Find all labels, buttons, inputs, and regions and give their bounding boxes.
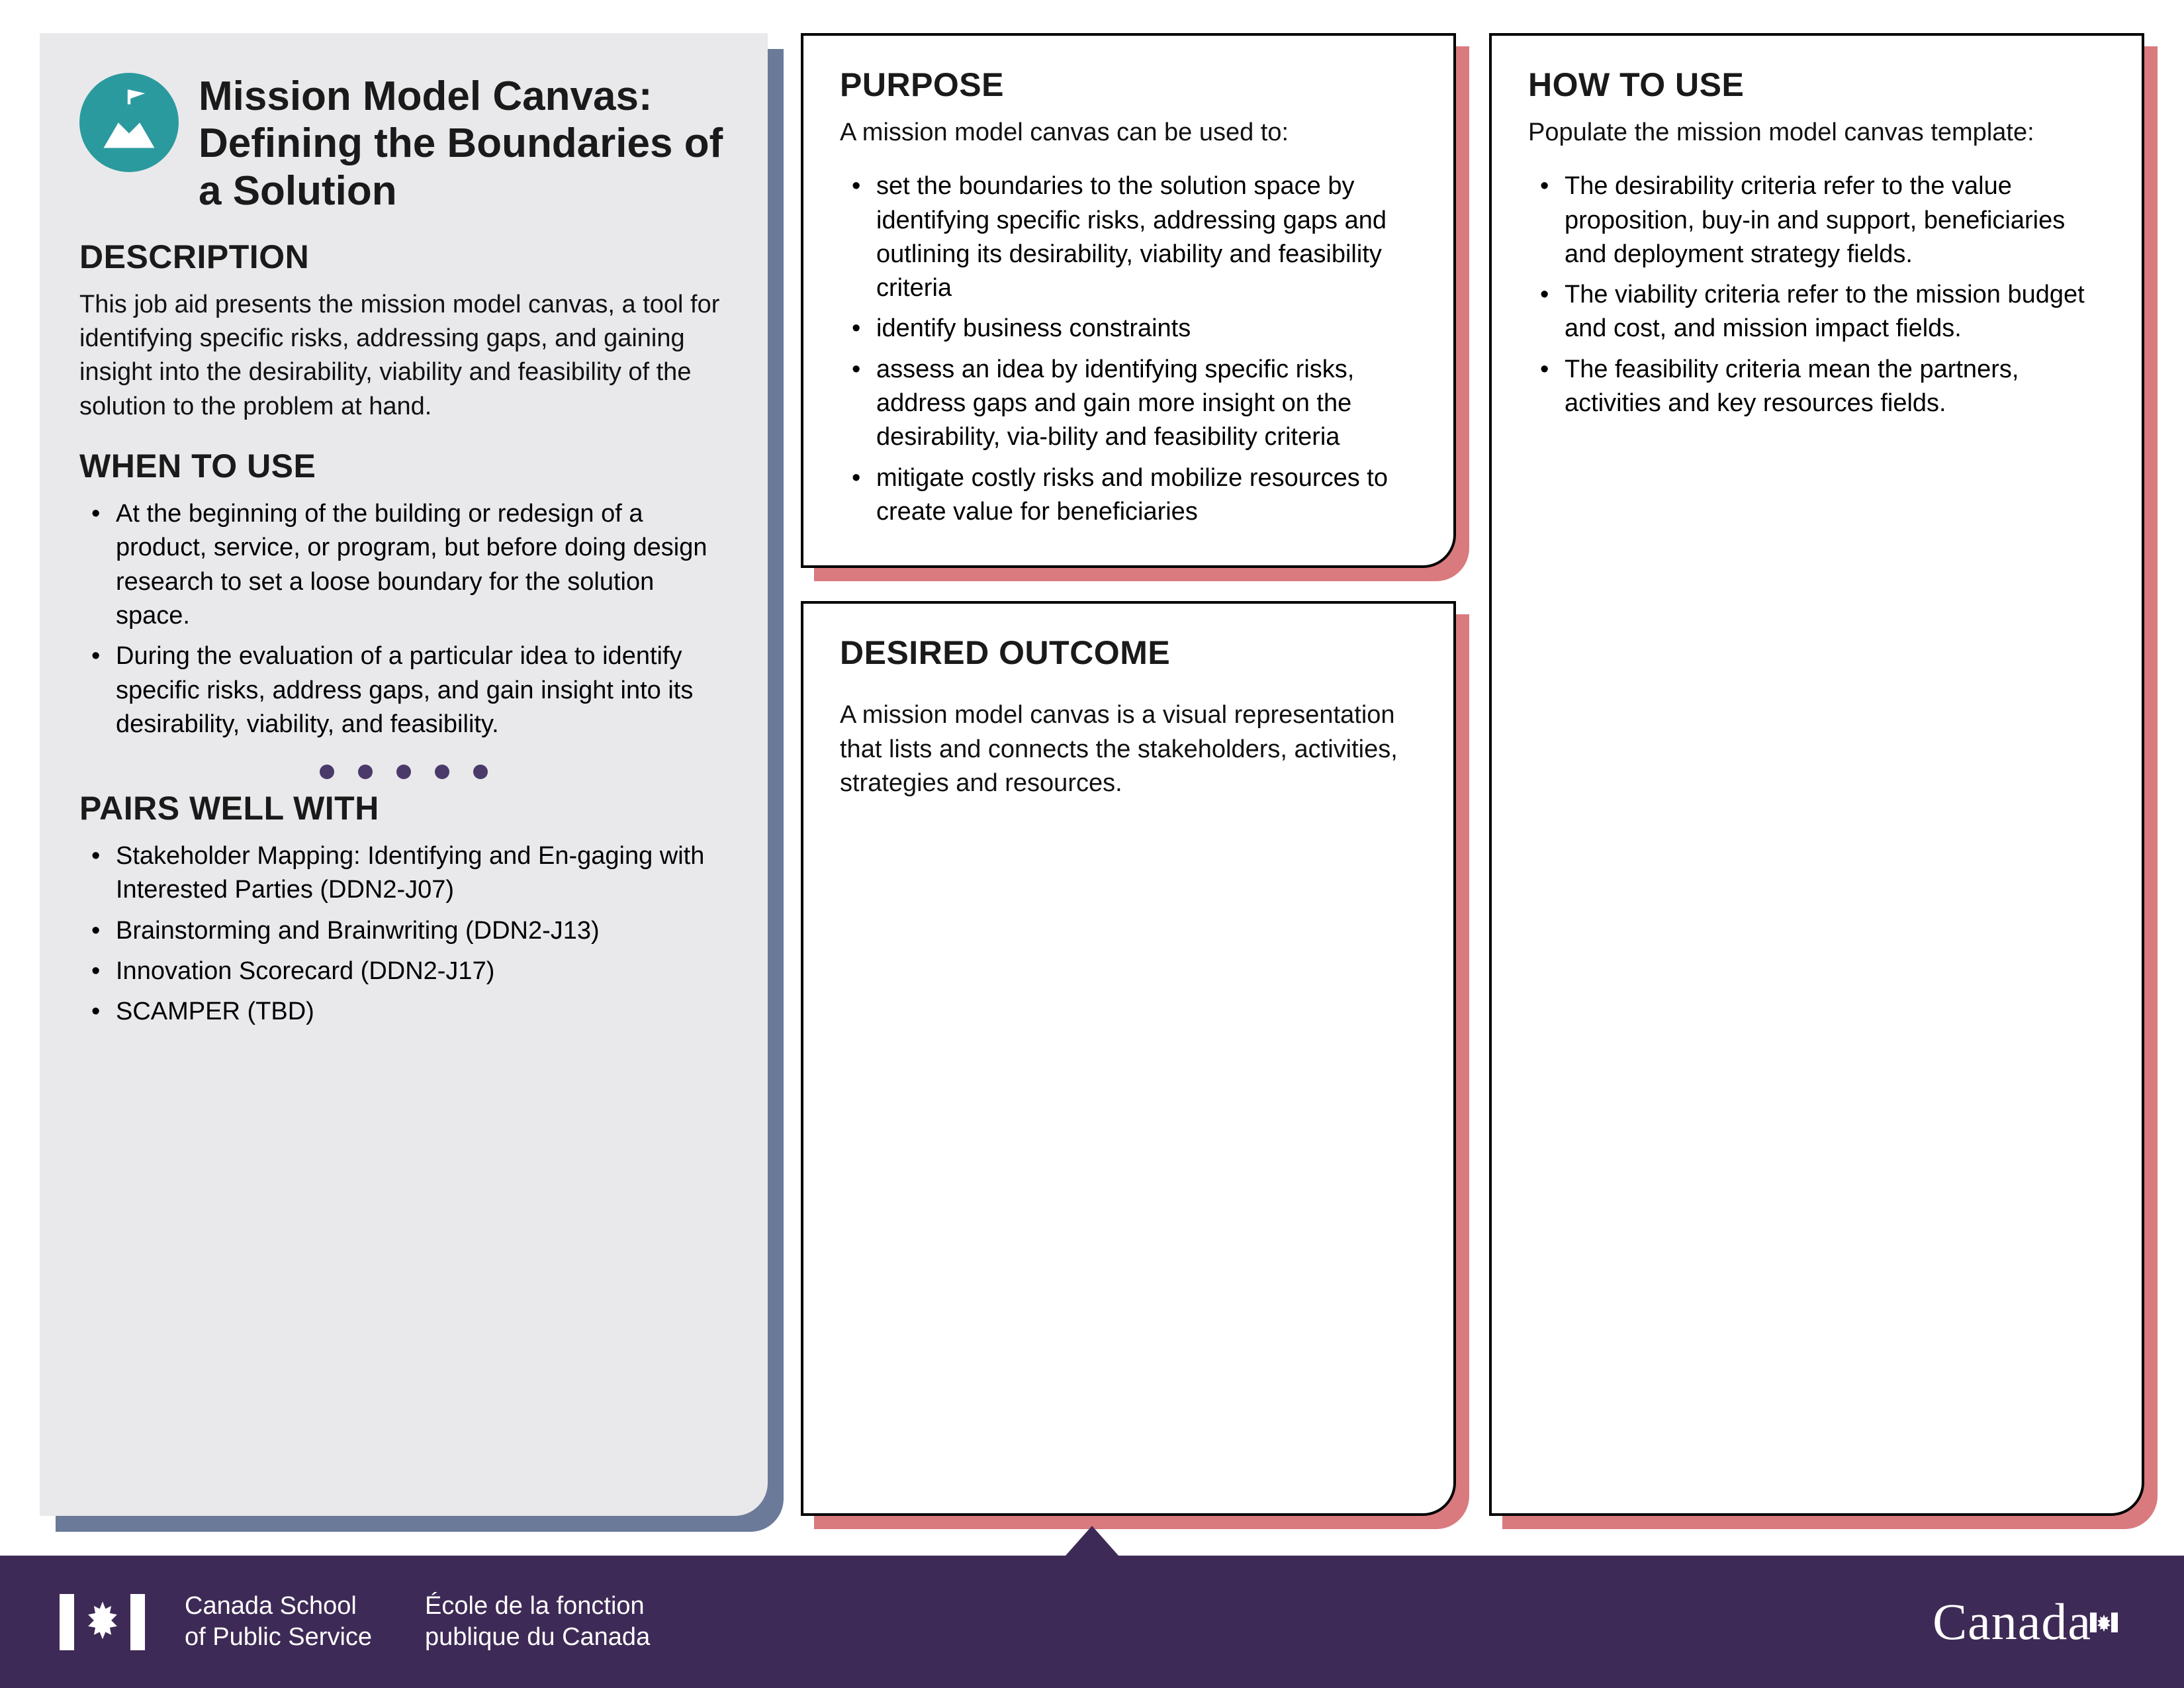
wordmark-text: Canada <box>1933 1593 2091 1650</box>
org-fr-line2: publique du Canada <box>425 1622 650 1654</box>
page: Mission Model Canvas: Defining the Bound… <box>0 0 2184 1688</box>
title-row: Mission Model Canvas: Defining the Bound… <box>79 73 728 214</box>
outcome-text: A mission model canvas is a visual repre… <box>840 698 1417 800</box>
howto-list: The desirability criteria refer to the v… <box>1528 169 2105 420</box>
content-area: Mission Model Canvas: Defining the Bound… <box>40 33 2144 1516</box>
divider-dots <box>79 765 728 782</box>
org-name-fr: École de la fonction publique du Canada <box>425 1591 650 1654</box>
list-item: At the beginning of the building or rede… <box>79 497 728 633</box>
list-item: assess an idea by identifying specific r… <box>840 353 1417 455</box>
middle-column: PURPOSE A mission model canvas can be us… <box>801 33 1456 1516</box>
list-item: The viability criteria refer to the miss… <box>1528 278 2105 346</box>
org-names: Canada School of Public Service École de… <box>185 1591 650 1654</box>
list-item: The feasibility criteria mean the partne… <box>1528 353 2105 421</box>
list-item: SCAMPER (TBD) <box>79 995 728 1029</box>
howto-card: HOW TO USE Populate the mission model ca… <box>1489 33 2144 1516</box>
description-heading: DESCRIPTION <box>79 238 728 276</box>
howto-heading: HOW TO USE <box>1528 66 2105 104</box>
list-item: mitigate costly risks and mobilize resou… <box>840 461 1417 530</box>
pairs-list: Stakeholder Mapping: Identifying and En‑… <box>79 839 728 1029</box>
pairs-heading: PAIRS WELL WITH <box>79 789 728 827</box>
card-body: DESIRED OUTCOME A mission model canvas i… <box>801 601 1456 1516</box>
list-item: Stakeholder Mapping: Identifying and En‑… <box>79 839 728 908</box>
outcome-heading: DESIRED OUTCOME <box>840 633 1417 672</box>
list-item: The desirability criteria refer to the v… <box>1528 169 2105 271</box>
page-indicator-arrow <box>1066 1526 1118 1556</box>
card-body: HOW TO USE Populate the mission model ca… <box>1489 33 2144 1516</box>
footer: Canada School of Public Service École de… <box>0 1556 2184 1688</box>
list-item: During the evaluation of a particular id… <box>79 639 728 741</box>
left-panel: Mission Model Canvas: Defining the Bound… <box>40 33 768 1516</box>
purpose-heading: PURPOSE <box>840 66 1417 104</box>
description-text: This job aid presents the mission model … <box>79 288 728 424</box>
footer-left: Canada School of Public Service École de… <box>60 1591 650 1654</box>
org-fr-line1: École de la fonction <box>425 1591 650 1622</box>
list-item: set the boundaries to the solution space… <box>840 169 1417 305</box>
canada-flag-icon <box>60 1594 145 1650</box>
org-en-line2: of Public Service <box>185 1622 372 1654</box>
left-panel-body: Mission Model Canvas: Defining the Bound… <box>40 33 768 1516</box>
purpose-card: PURPOSE A mission model canvas can be us… <box>801 33 1456 568</box>
org-en-line1: Canada School <box>185 1591 372 1622</box>
org-name-en: Canada School of Public Service <box>185 1591 372 1654</box>
canada-wordmark: Canada <box>1933 1592 2124 1652</box>
list-item: identify business constraints <box>840 312 1417 346</box>
mountain-flag-icon <box>79 73 179 172</box>
howto-intro: Populate the mission model canvas templa… <box>1528 116 2105 150</box>
purpose-list: set the boundaries to the solution space… <box>840 169 1417 529</box>
when-list: At the beginning of the building or rede… <box>79 497 728 741</box>
wordmark-flag-icon <box>2090 1585 2118 1645</box>
purpose-intro: A mission model canvas can be used to: <box>840 116 1417 150</box>
right-column: HOW TO USE Populate the mission model ca… <box>1489 33 2144 1516</box>
card-body: PURPOSE A mission model canvas can be us… <box>801 33 1456 568</box>
outcome-card: DESIRED OUTCOME A mission model canvas i… <box>801 601 1456 1516</box>
page-title: Mission Model Canvas: Defining the Bound… <box>199 73 728 214</box>
list-item: Brainstorming and Brainwriting (DDN2-J13… <box>79 914 728 948</box>
list-item: Innovation Scorecard (DDN2-J17) <box>79 955 728 988</box>
when-heading: WHEN TO USE <box>79 447 728 485</box>
